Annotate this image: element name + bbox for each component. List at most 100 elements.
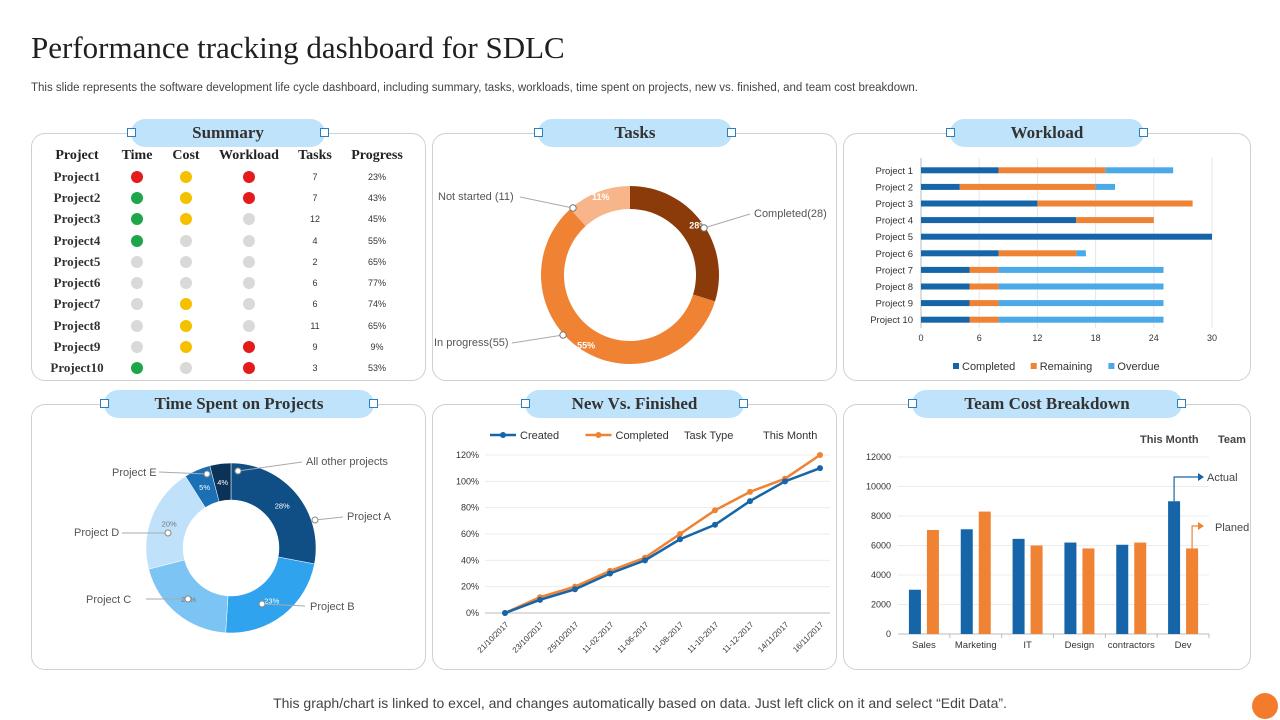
tasks-count: 2 bbox=[312, 256, 318, 267]
workload-bar bbox=[969, 266, 999, 273]
line-point bbox=[747, 488, 753, 495]
connector-dot bbox=[1139, 128, 1148, 137]
progress-value: 65% bbox=[367, 320, 386, 331]
tasks-title: Tasks bbox=[614, 123, 656, 142]
cost-y-tick: 12000 bbox=[866, 452, 891, 462]
table-row: Project5 2 65% bbox=[41, 251, 411, 272]
connector-dot bbox=[100, 399, 109, 408]
cost-bar bbox=[1082, 548, 1095, 634]
col-header: Progress bbox=[351, 148, 403, 163]
time-slice-pct: 4% bbox=[217, 478, 228, 487]
cost-status-dot bbox=[180, 298, 192, 311]
line-x-tick: 11-02-2017 bbox=[581, 620, 616, 655]
team-cost-chart: 0 2000 4000 6000 8000 10000 12000 Sales Marketin… bbox=[866, 434, 1249, 651]
connector-dot bbox=[908, 399, 917, 408]
workload-status-dot bbox=[243, 341, 255, 354]
line-point bbox=[607, 570, 613, 577]
tasks-header: Tasks bbox=[534, 119, 736, 147]
workload-bar bbox=[921, 167, 999, 174]
time-status-dot bbox=[131, 234, 143, 247]
workload-category-label: Project 5 bbox=[876, 232, 914, 243]
workload-bar bbox=[998, 283, 1164, 290]
leader-dot bbox=[311, 516, 319, 524]
status-cell bbox=[211, 315, 287, 336]
page-title: Performance tracking dashboard for SDLC bbox=[31, 30, 565, 65]
status-cell bbox=[113, 315, 161, 336]
workload-legend-label: Overdue bbox=[1117, 361, 1159, 373]
line-x-tick: 16/11/2017 bbox=[791, 620, 826, 655]
line-point bbox=[502, 610, 508, 616]
col-header: Project bbox=[55, 148, 99, 163]
cost-status-dot bbox=[180, 213, 192, 226]
progress-value: 9% bbox=[370, 342, 384, 353]
leader-line bbox=[237, 461, 303, 472]
workload-status-dot bbox=[243, 362, 255, 375]
workload-bar bbox=[921, 233, 1212, 240]
time-slice bbox=[225, 556, 315, 634]
status-cell bbox=[161, 230, 211, 251]
new-finished-header: New Vs. Finished bbox=[521, 390, 748, 418]
this-month-label: This Month bbox=[763, 430, 817, 442]
status-cell bbox=[211, 294, 287, 315]
status-cell bbox=[211, 272, 287, 293]
cost-status-dot bbox=[180, 341, 192, 354]
leader-line bbox=[703, 213, 751, 229]
line-point bbox=[712, 521, 718, 528]
line-x-tick: 11-06-2017 bbox=[616, 620, 651, 655]
workload-bar bbox=[998, 300, 1164, 307]
project-name: Project3 bbox=[53, 211, 101, 227]
status-cell bbox=[113, 209, 161, 230]
workload-category-label: Project 2 bbox=[876, 182, 914, 193]
workload-bar bbox=[1105, 167, 1174, 174]
summary-title: Summary bbox=[192, 123, 264, 142]
workload-bar bbox=[921, 200, 1038, 207]
project-name: Project10 bbox=[50, 360, 104, 376]
col-header: Workload bbox=[219, 148, 279, 163]
team-cost-header: Team Cost Breakdown bbox=[908, 390, 1186, 418]
line-point bbox=[782, 478, 788, 485]
progress-value: 77% bbox=[367, 278, 386, 289]
status-cell bbox=[161, 251, 211, 272]
workload-status-dot bbox=[243, 298, 255, 311]
col-header: Tasks bbox=[298, 148, 332, 163]
cost-bar bbox=[908, 589, 921, 634]
tasks-slice-label: Not started (11) bbox=[438, 191, 514, 203]
workload-category-label: Project 10 bbox=[870, 315, 913, 326]
leader-dot bbox=[559, 331, 567, 339]
status-cell bbox=[211, 166, 287, 187]
progress-value: 55% bbox=[367, 235, 386, 246]
time-status-dot bbox=[131, 341, 143, 354]
tasks-count: 11 bbox=[310, 320, 320, 331]
time-spent-chart: 28%Project A23%Project B20%Project C20%P… bbox=[74, 456, 392, 634]
cost-header-team: Team bbox=[1218, 434, 1246, 446]
col-header: Cost bbox=[172, 148, 200, 163]
line-point bbox=[712, 507, 718, 514]
workload-status-dot bbox=[243, 319, 255, 332]
progress-value: 65% bbox=[367, 256, 386, 267]
line-point bbox=[817, 452, 823, 458]
workload-category-label: Project 7 bbox=[876, 265, 914, 276]
status-cell bbox=[161, 358, 211, 379]
line-series bbox=[504, 453, 821, 615]
line-y-tick: 80% bbox=[461, 503, 479, 513]
line-series bbox=[504, 466, 821, 615]
leader-line bbox=[511, 334, 564, 344]
workload-category-label: Project 1 bbox=[876, 166, 914, 177]
leader-dot bbox=[184, 595, 192, 603]
tasks-count: 9 bbox=[312, 342, 318, 353]
workload-category-label: Project 6 bbox=[876, 249, 914, 260]
status-cell bbox=[211, 336, 287, 357]
time-slice-pct: 23% bbox=[264, 597, 279, 606]
cost-bar bbox=[1012, 538, 1025, 634]
cost-y-tick: 4000 bbox=[871, 570, 891, 580]
legend-marker bbox=[595, 432, 602, 438]
workload-status-dot bbox=[243, 277, 255, 290]
table-row: Project6 6 77% bbox=[41, 272, 411, 293]
time-status-dot bbox=[131, 277, 143, 290]
cost-bar bbox=[1064, 542, 1077, 634]
summary-table: Project Time Cost Workload Tasks Progres… bbox=[41, 146, 411, 379]
line-x-tick: 14/11/2017 bbox=[756, 620, 791, 655]
line-point bbox=[677, 531, 683, 537]
workload-bar bbox=[969, 316, 999, 323]
line-x-tick: 11-12-2017 bbox=[721, 620, 756, 655]
